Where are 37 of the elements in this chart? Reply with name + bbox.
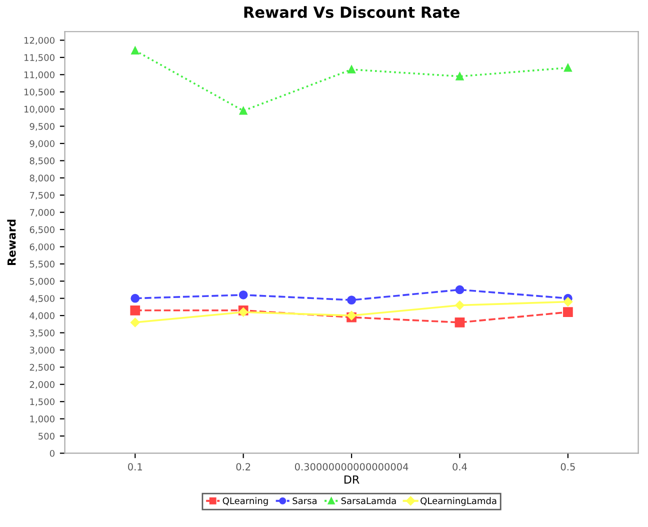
x-axis-title: DR	[344, 475, 360, 484]
x-tick-label: 0.30000000000000004	[294, 463, 408, 470]
y-tick-label: 11,000	[24, 71, 54, 80]
y-tick-label: 1,000	[30, 416, 54, 424]
chart-title: Reward Vs Discount Rate	[244, 6, 460, 18]
y-tick-label: 0	[50, 450, 54, 457]
x-tick-label: 0.1	[128, 463, 142, 470]
y-tick-label: 6,000	[30, 243, 54, 252]
y-tick-label: 8,500	[30, 157, 54, 166]
y-tick-label: 6,500	[30, 226, 54, 234]
y-tick-label: 12,000	[24, 36, 54, 45]
y-tick-label: 7,500	[30, 192, 54, 200]
y-tick-label: 9,000	[30, 140, 54, 148]
y-tick-label: 7,000	[30, 209, 54, 217]
y-tick-label: 4,000	[30, 312, 54, 320]
x-tick-label: 0.5	[560, 463, 575, 470]
y-tick-label: 11,500	[24, 54, 54, 62]
x-tick-label: 0.4	[452, 463, 467, 470]
y-tick-label: 8,000	[30, 174, 54, 182]
y-tick-label: 4,500	[30, 295, 54, 303]
legend-label: Sarsa	[292, 497, 316, 504]
y-tick-label: 3,500	[30, 329, 54, 338]
y-axis-title: Reward	[7, 220, 16, 266]
y-tick-label: 9,500	[30, 122, 54, 131]
y-tick-label: 500	[38, 432, 54, 440]
y-tick-label: 1,500	[30, 398, 54, 406]
y-tick-label: 3,000	[30, 346, 54, 354]
y-tick-label: 5,000	[30, 278, 54, 286]
y-tick-label: 10,500	[24, 88, 54, 96]
legend-label: QLearningLamda	[420, 497, 496, 506]
y-tick-label: 5,500	[30, 260, 54, 268]
y-tick-label: 2,000	[30, 381, 54, 389]
y-tick-label: 10,000	[24, 106, 54, 114]
legend-label: SarsaLamda	[341, 497, 396, 504]
y-tick-label: 2,500	[30, 364, 54, 372]
x-tick-label: 0.2	[236, 463, 250, 470]
legend-label: QLearning	[222, 497, 268, 506]
